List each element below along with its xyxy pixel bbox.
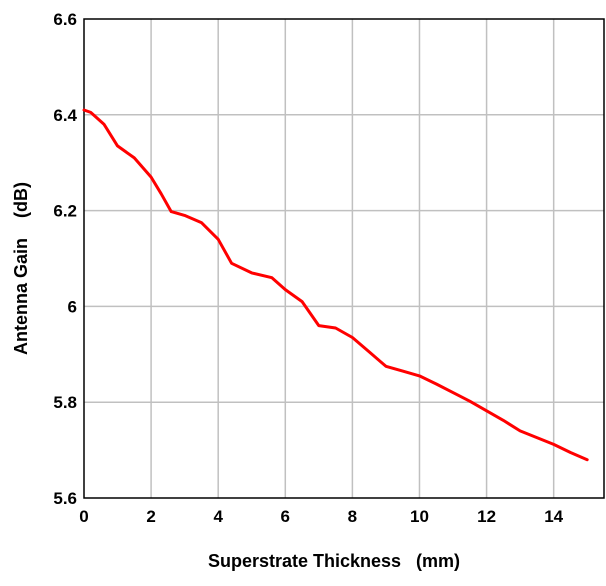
x-tick-label: 6 (281, 507, 290, 526)
x-tick-label: 10 (410, 507, 429, 526)
y-tick-label: 6.6 (53, 10, 77, 29)
x-tick-label: 4 (213, 507, 223, 526)
series-line (82, 108, 589, 462)
y-tick-label: 5.8 (53, 393, 77, 412)
y-tick-label: 6.4 (53, 106, 77, 125)
y-tick-label: 5.6 (53, 489, 77, 508)
plot-frame (83, 18, 605, 499)
gridlines (84, 19, 604, 498)
x-axis-title: Superstrate Thickness (mm) (208, 551, 460, 571)
y-tick-labels: 5.6 5.8 6 6.2 6.4 6.6 (53, 10, 77, 508)
y-tick-label: 6.2 (53, 202, 77, 221)
x-tick-label: 2 (146, 507, 155, 526)
x-tick-label: 0 (79, 507, 88, 526)
x-tick-label: 12 (477, 507, 496, 526)
series-layer (82, 108, 589, 462)
x-tick-label: 14 (544, 507, 563, 526)
y-axis-title: Antenna Gain (dB) (11, 182, 31, 355)
x-tick-label: 8 (348, 507, 357, 526)
y-tick-label: 6 (68, 297, 77, 316)
x-tick-labels: 0 2 4 6 8 10 12 14 (79, 507, 563, 526)
